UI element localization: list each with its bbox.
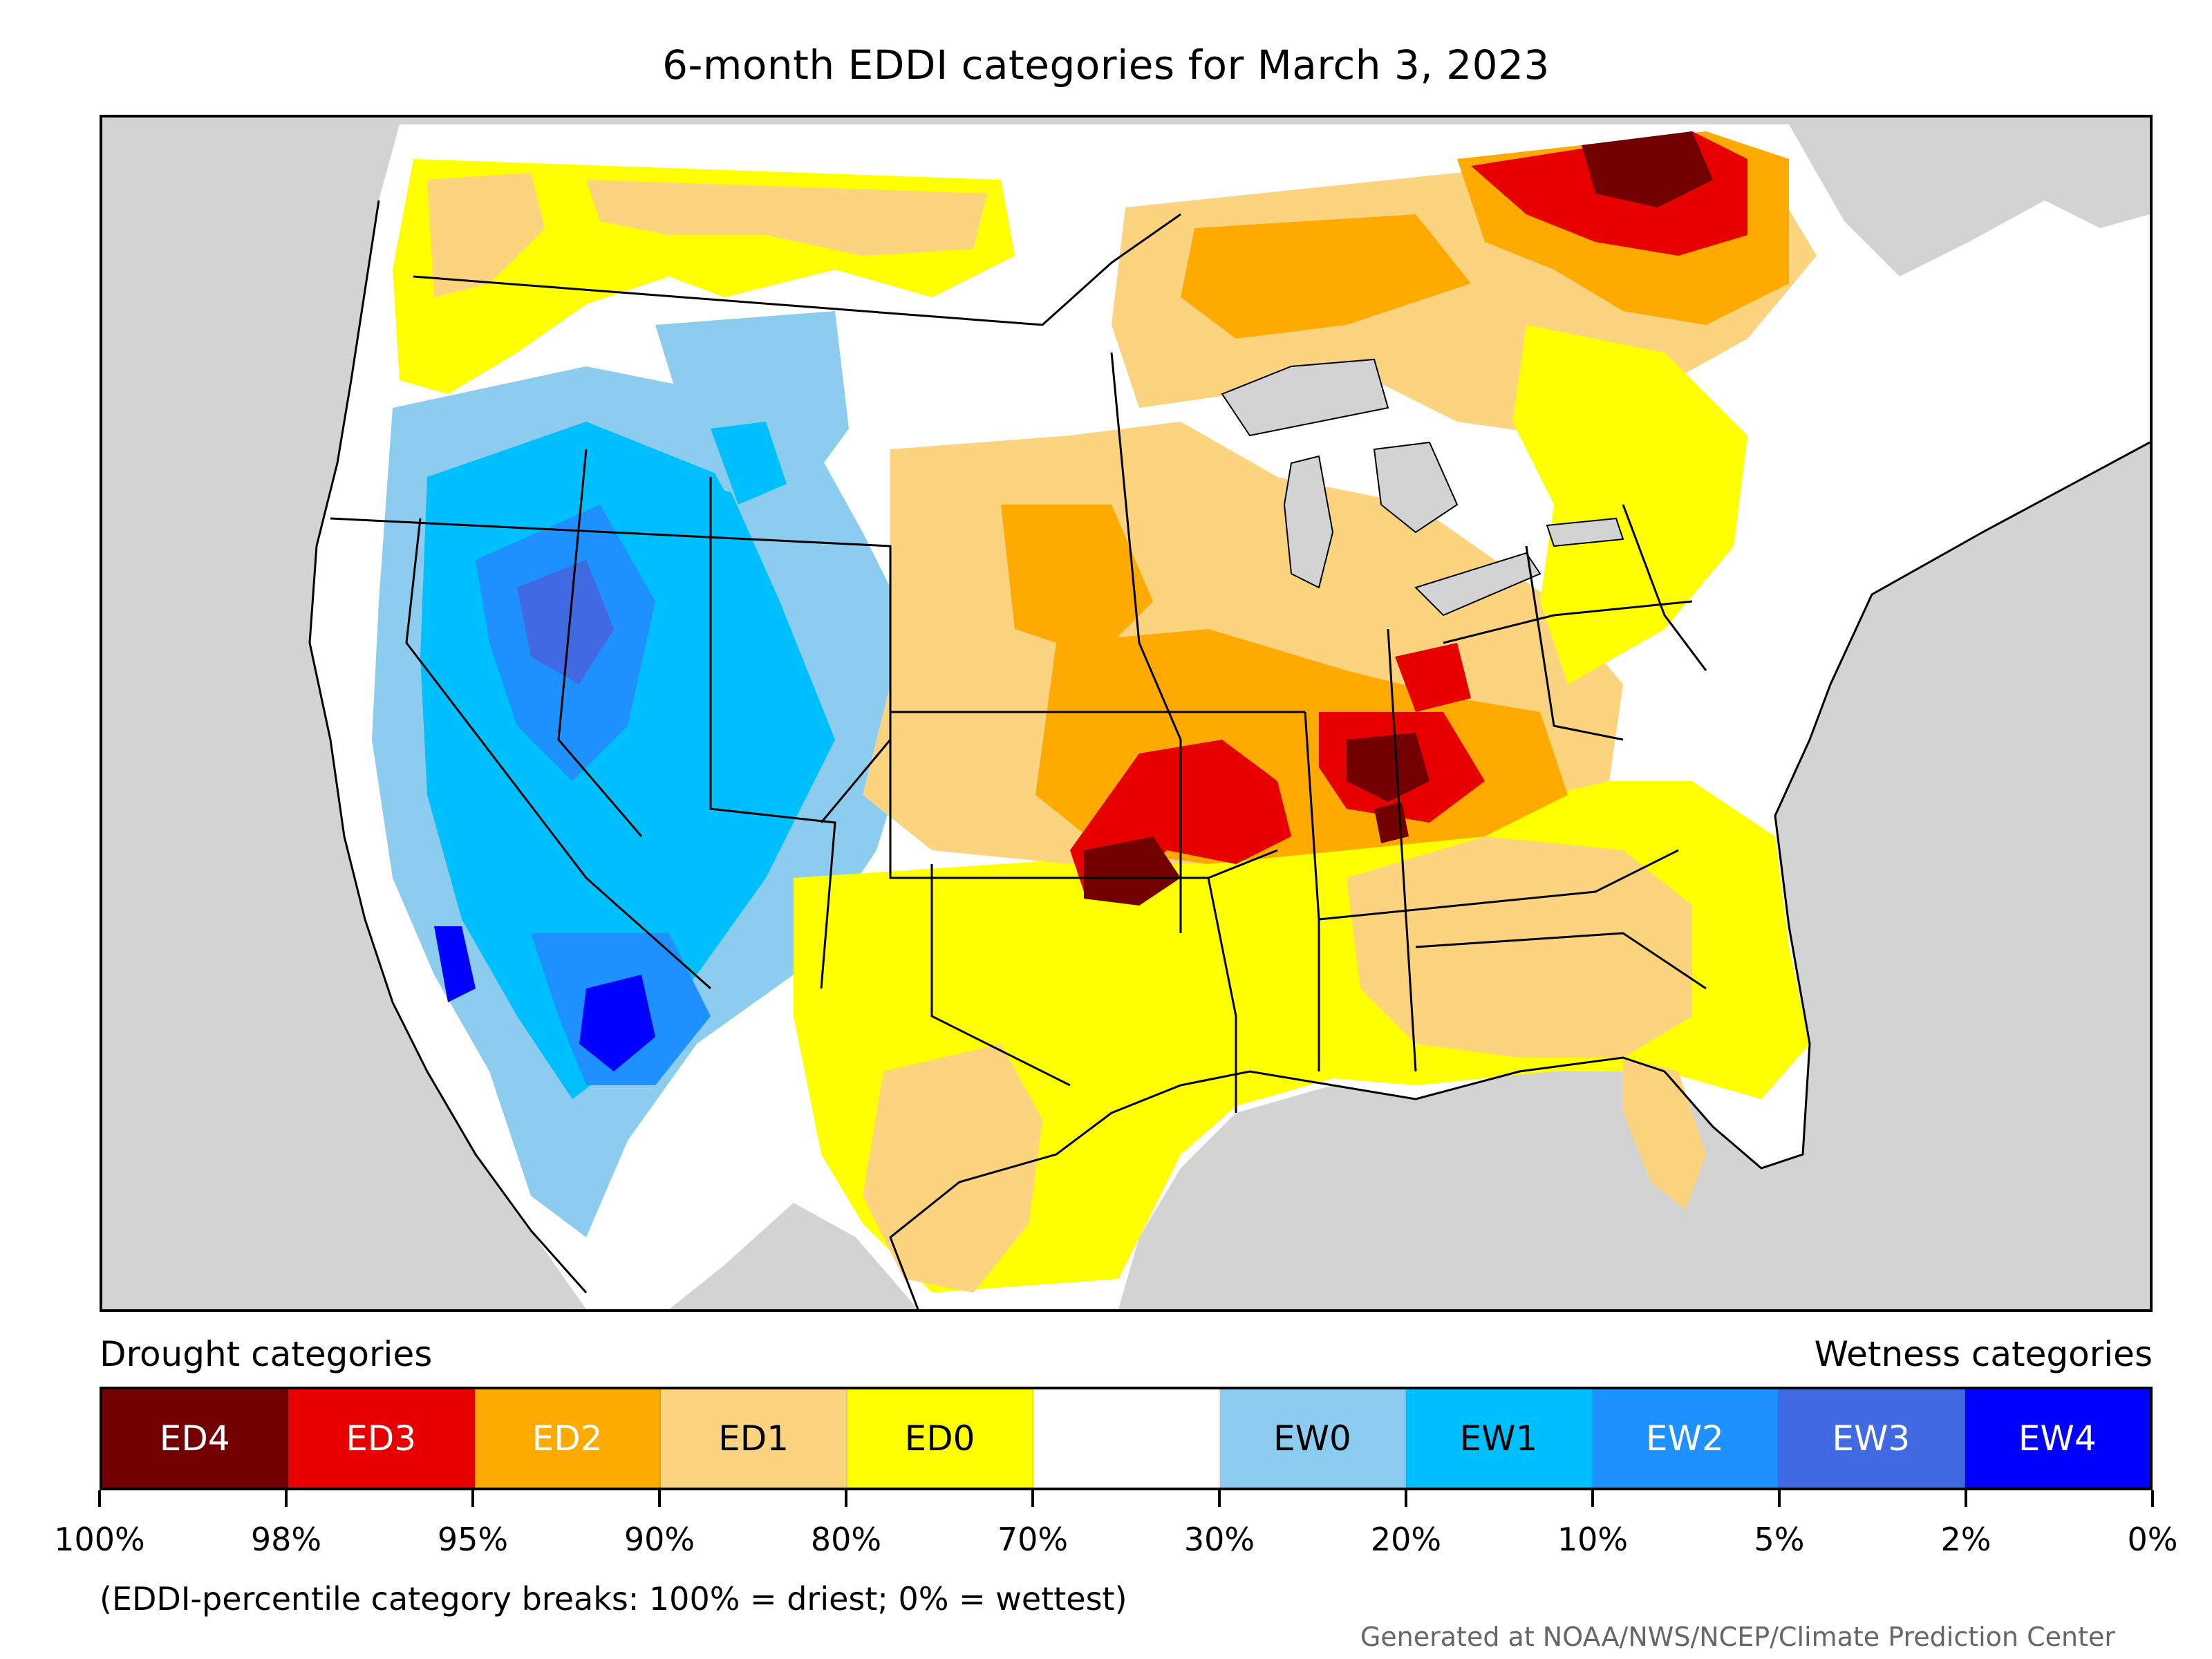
lake-huron (1373, 441, 1459, 534)
coastline (308, 200, 588, 1293)
legend-tick (1591, 1490, 1594, 1507)
legend-break-label: 100% (54, 1521, 145, 1558)
rockies-ew0-region (655, 311, 849, 505)
lake-superior (1221, 358, 1389, 437)
legend-swatch-ed4: ED4 (102, 1389, 289, 1488)
legend-break-label: 2% (1940, 1521, 1991, 1558)
legend-tick (1031, 1490, 1034, 1507)
legend-tick (98, 1490, 101, 1507)
drought-categories-label: Drought categories (100, 1334, 433, 1374)
midwest-ed4-region (1084, 836, 1181, 906)
legend-swatch-ew4: EW4 (1965, 1389, 2150, 1488)
legend-swatch-normal (1033, 1389, 1220, 1488)
legend-tick (845, 1490, 847, 1507)
legend-ticks (98, 1490, 2154, 1518)
wetness-categories-label: Wetness categories (1814, 1334, 2153, 1374)
legend-break-label: 0% (2127, 1521, 2178, 1558)
se-ed1-region (1347, 836, 1692, 1058)
credit-line: Generated at NOAA/NWS/NCEP/Climate Predi… (1360, 1622, 2115, 1652)
legend-break-label: 30% (1183, 1521, 1255, 1558)
legend-swatch-ed2: ED2 (474, 1389, 662, 1488)
legend-swatch-ed3: ED3 (288, 1389, 475, 1488)
tx-ed1-region (863, 1044, 1042, 1293)
category-legend: ED4 ED3 ED2 ED1 ED0 EW0 EW1 EW2 EW3 EW4 (100, 1387, 2153, 1490)
legend-tick (1778, 1490, 1781, 1507)
legend-break-label: 20% (1370, 1521, 1442, 1558)
legend-break-label: 98% (250, 1521, 322, 1558)
lake-erie (1414, 552, 1541, 617)
lake-michigan (1283, 455, 1334, 589)
legend-tick (2151, 1490, 2154, 1507)
legend-swatch-ed0: ED0 (847, 1389, 1034, 1488)
eddi-map (100, 115, 2153, 1312)
legend-swatch-ed1: ED1 (661, 1389, 847, 1488)
lake-ontario (1546, 517, 1624, 547)
legend-swatch-ew2: EW2 (1592, 1389, 1779, 1488)
legend-tick (285, 1490, 288, 1507)
map-title: 6-month EDDI categories for March 3, 202… (662, 41, 1550, 88)
legend-swatch-ew3: EW3 (1779, 1389, 1965, 1488)
legend-tick (1218, 1490, 1221, 1507)
legend-swatch-ew0: EW0 (1219, 1389, 1407, 1488)
legend-break-label: 90% (624, 1521, 695, 1558)
quebec-ed4-region (1582, 131, 1713, 207)
legend-break-label: 80% (810, 1521, 882, 1558)
legend-tick (1965, 1490, 1967, 1507)
west-ew4-region (579, 975, 655, 1071)
west-ew3-region (517, 560, 614, 684)
legend-break-label: 10% (1557, 1521, 1629, 1558)
category-note: (EDDI-percentile category breaks: 100% =… (100, 1580, 1127, 1618)
legend-tick (1405, 1490, 1407, 1507)
legend-tick (471, 1490, 474, 1507)
ne-ed0-region (1512, 325, 1747, 684)
nw-ed2-region (427, 173, 545, 297)
legend-swatch-ew1: EW1 (1406, 1389, 1593, 1488)
legend-tick (658, 1490, 661, 1507)
legend-break-label: 5% (1754, 1521, 1805, 1558)
legend-break-label: 95% (437, 1521, 509, 1558)
state-boundaries (330, 213, 1707, 1113)
legend-break-label: 70% (997, 1521, 1069, 1558)
